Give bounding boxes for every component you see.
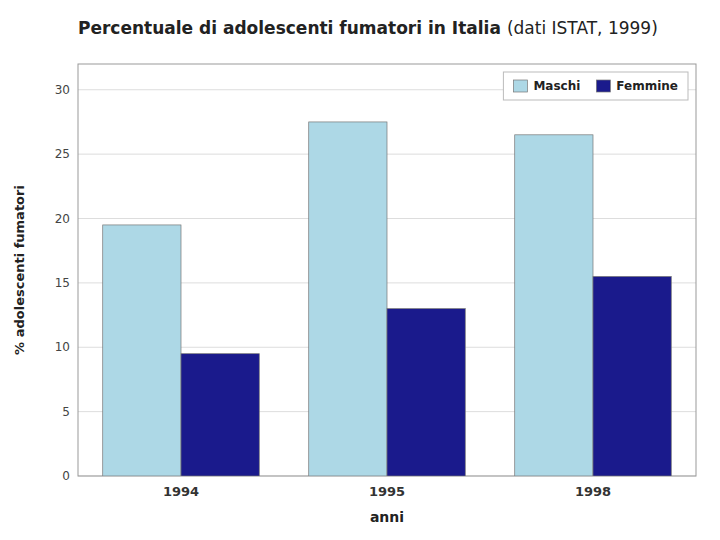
x-tick-label: 1994 [163, 484, 199, 499]
legend-label: Maschi [533, 79, 580, 93]
bar [103, 225, 181, 476]
x-tick-label: 1998 [575, 484, 611, 499]
y-tick-label: 5 [62, 405, 70, 419]
chart-svg: Percentuale di adolescenti fumatori in I… [0, 0, 720, 540]
bars [103, 122, 672, 476]
y-tick-label: 15 [55, 276, 70, 290]
legend-label: Femmine [616, 79, 678, 93]
y-axis-label: % adolescenti fumatori [12, 185, 27, 355]
title: Percentuale di adolescenti fumatori in I… [78, 18, 658, 38]
grid [78, 90, 696, 476]
y-tick-label: 25 [55, 147, 70, 161]
legend: Maschi Femmine [503, 72, 688, 100]
y-tick-label: 10 [55, 340, 70, 354]
y-tick-label: 20 [55, 212, 70, 226]
bar [515, 135, 593, 476]
bar [181, 354, 259, 476]
legend-swatch [513, 80, 527, 92]
legend-box [503, 72, 688, 100]
bar [387, 309, 465, 476]
subtitle: (dati ISTAT, 1999) [507, 18, 658, 38]
bar [309, 122, 387, 476]
x-tick-label: 1995 [369, 484, 405, 499]
plot-frame [78, 64, 696, 476]
x-axis-label: anni [370, 509, 404, 525]
y-tick-label: 0 [62, 469, 70, 483]
title-main: Percentuale di adolescenti fumatori in I… [78, 18, 501, 38]
bar [593, 276, 671, 476]
legend-swatch [596, 80, 610, 92]
y-tick-label: 30 [55, 83, 70, 97]
chart-container: Percentuale di adolescenti fumatori in I… [0, 0, 720, 540]
